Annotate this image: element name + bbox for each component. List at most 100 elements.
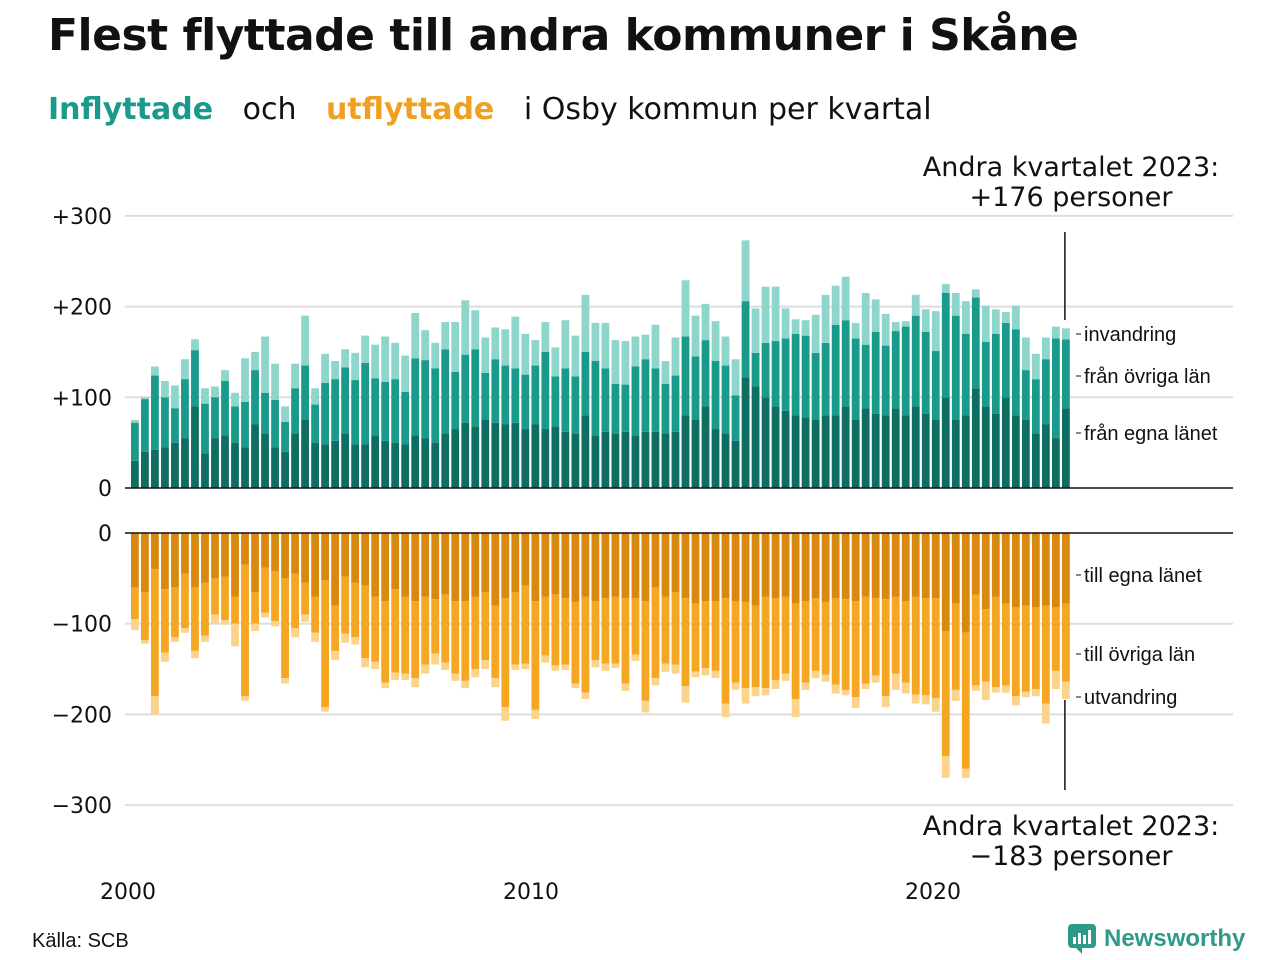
inflow-bar-other-counties [921, 331, 930, 414]
outflow-bar-emigration [771, 679, 780, 690]
inflow-bar-other-counties [211, 397, 219, 439]
inflow-bar-other-counties [541, 351, 550, 430]
inflow-bar-immigration [1051, 326, 1060, 339]
inflow-bar-own-county [771, 406, 780, 488]
inflow-bar-other-counties [221, 380, 229, 436]
subtitle-och: och [242, 92, 297, 127]
outflow-bar-own-county [351, 533, 360, 583]
outflow-bar-own-county [661, 533, 670, 597]
outflow-bar-emigration [861, 683, 870, 690]
inflow-bar-own-county [651, 431, 660, 488]
outflow-bar-emigration [201, 635, 209, 642]
outflow-bar-emigration [291, 628, 299, 638]
outflow-bar-other-counties [521, 585, 530, 664]
outflow-bar-emigration [911, 694, 920, 704]
inflow-bar-immigration [291, 363, 299, 389]
subtitle-inflyttade: Inflyttade [48, 92, 214, 127]
outflow-bar-emigration [781, 673, 790, 681]
inflow-bar-other-counties [741, 301, 750, 378]
outflow-bar-own-county [721, 533, 730, 599]
outflow-bar-own-county [501, 533, 510, 599]
outflow-bar-emigration [971, 685, 980, 691]
outflow-bar-emigration [421, 664, 430, 674]
inflow-bar-immigration [461, 300, 470, 355]
inflow-bar-immigration [191, 339, 199, 351]
inflow-bar-immigration [671, 337, 680, 376]
inflow-bar-other-counties [871, 331, 880, 414]
outflow-bar-own-county [641, 533, 650, 602]
inflow-bar-immigration [471, 310, 480, 350]
inflow-bar-own-county [621, 431, 630, 488]
inflow-bar-own-county [601, 431, 610, 488]
inflow-bar-immigration [1011, 305, 1020, 330]
inflow-bar-own-county [171, 442, 179, 488]
outflow-bar-other-counties [881, 599, 890, 697]
series-label-top: invandring [1084, 324, 1176, 346]
inflow-bar-own-county [891, 408, 900, 488]
outflow-bar-other-counties [271, 571, 279, 621]
inflow-bar-immigration [221, 370, 229, 381]
outflow-bar-emigration [641, 700, 650, 713]
outflow-bar-own-county [341, 533, 350, 577]
brand-logo: Newsworthy [1068, 924, 1245, 954]
inflow-bar-other-counties [791, 333, 800, 416]
x-axis-tick: 2010 [503, 880, 559, 905]
outflow-bar-other-counties [481, 591, 490, 660]
inflow-bar-other-counties [1031, 379, 1040, 434]
inflow-bar-other-counties [1051, 338, 1060, 439]
outflow-bar-emigration [471, 669, 480, 678]
inflow-bar-own-county [751, 386, 760, 488]
outflow-bar-emigration [241, 696, 249, 701]
inflow-bar-immigration [421, 330, 430, 361]
outflow-bar-emigration [701, 668, 710, 676]
inflow-bar-own-county [871, 413, 880, 488]
inflow-bar-immigration [231, 392, 239, 407]
inflow-bar-immigration [441, 322, 450, 350]
outflow-bar-emigration [531, 709, 540, 719]
inflow-bar-own-county [981, 406, 990, 488]
outflow-bar-emigration [301, 614, 309, 622]
outflow-bar-emigration [651, 678, 660, 686]
outflow-bar-other-counties [241, 564, 249, 697]
outflow-bar-emigration [361, 658, 370, 668]
top-y-tick: +300 [52, 205, 112, 230]
outflow-bar-other-counties [301, 582, 309, 615]
inflow-bar-immigration [971, 289, 980, 298]
inflow-bar-immigration [681, 280, 690, 337]
outflow-bar-own-county [151, 533, 159, 570]
outflow-bar-own-county [1001, 533, 1010, 604]
inflow-bar-own-county [911, 406, 920, 488]
inflow-bar-own-county [511, 422, 520, 488]
inflow-bar-other-counties [601, 368, 610, 432]
outflow-bar-own-county [371, 533, 380, 597]
outflow-bar-other-counties [821, 601, 830, 675]
outflow-bar-own-county [241, 533, 249, 565]
x-axis-tick: 2020 [905, 880, 961, 905]
inflow-bar-immigration [501, 329, 510, 366]
inflow-bar-immigration [241, 358, 249, 402]
outflow-bar-emigration [731, 682, 740, 690]
outflow-bar-other-counties [181, 573, 189, 629]
outflow-bar-own-county [491, 533, 500, 606]
inflow-bar-other-counties [371, 378, 380, 436]
inflow-bar-immigration [641, 334, 650, 360]
inflow-bar-own-county [151, 449, 159, 488]
outflow-bar-other-counties [631, 598, 640, 655]
outflow-bar-own-county [331, 533, 340, 606]
inflow-bar-own-county [261, 433, 269, 488]
inflow-bar-own-county [201, 453, 209, 488]
inflow-bar-immigration [351, 352, 360, 381]
outflow-bar-own-county [381, 533, 390, 602]
inflow-bar-own-county [691, 419, 700, 488]
outflow-bar-emigration [851, 697, 860, 709]
x-axis-tick: 2000 [100, 880, 156, 905]
inflow-bar-own-county [581, 415, 590, 488]
inflow-bar-immigration [921, 309, 930, 332]
outflow-bar-emigration [281, 678, 289, 684]
outflow-bar-emigration [351, 637, 360, 645]
inflow-bar-other-counties [391, 379, 400, 443]
outflow-bar-other-counties [681, 598, 690, 687]
inflow-bar-other-counties [271, 400, 279, 448]
inflow-bar-own-county [971, 388, 980, 488]
inflow-bar-own-county [961, 415, 970, 488]
